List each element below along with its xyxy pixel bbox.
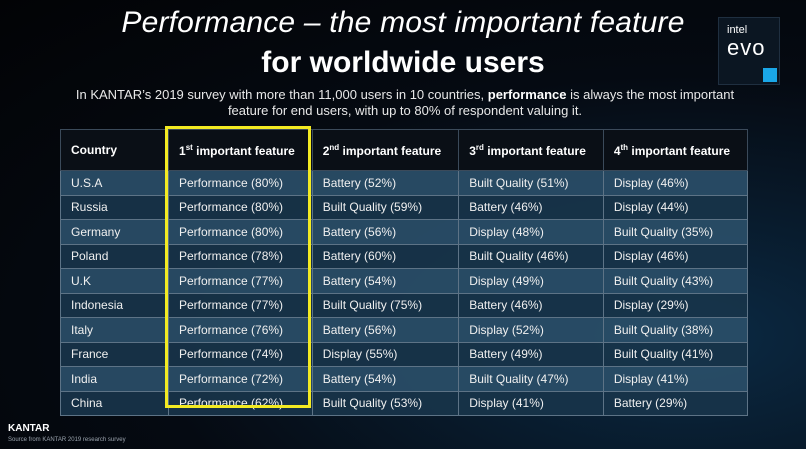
feature-cell: Built Quality (41%) bbox=[602, 341, 749, 367]
survey-results-table: Country 1st important feature 2nd importan… bbox=[60, 129, 749, 416]
country-cell: Germany bbox=[60, 219, 169, 245]
slide-title-line1: Performance – the most important feature bbox=[121, 6, 685, 39]
feature-cell: Battery (29%) bbox=[602, 390, 749, 416]
feature-cell: Built Quality (46%) bbox=[458, 243, 604, 269]
feature-cell: Built Quality (75%) bbox=[311, 292, 460, 318]
column-header-0: Country bbox=[60, 129, 169, 171]
column-header-suffix: important feature bbox=[339, 143, 442, 158]
feature-cell: Display (41%) bbox=[458, 390, 604, 416]
feature-cell: Performance (80%) bbox=[168, 219, 313, 245]
table-row: U.S.A Performance (80%) Battery (52%) Built… bbox=[60, 170, 749, 196]
feature-cell: Display (46%) bbox=[602, 170, 749, 196]
subtitle-part-1: In KANTAR’s 2019 survey with more than 1… bbox=[75, 87, 488, 102]
slide-subtitle: In KANTAR’s 2019 survey with more than 1… bbox=[60, 87, 750, 119]
feature-cell: Display (52%) bbox=[458, 317, 604, 343]
table-header-row: Country 1st important feature 2nd importan… bbox=[60, 129, 749, 171]
column-header-suffix: important feature bbox=[192, 143, 295, 158]
feature-cell: Battery (60%) bbox=[311, 243, 460, 269]
feature-cell: Built Quality (43%) bbox=[602, 268, 749, 294]
feature-cell: Built Quality (38%) bbox=[602, 317, 749, 343]
intel-evo-logo: intel evo bbox=[718, 17, 780, 85]
column-header-text: 4 bbox=[613, 143, 621, 158]
column-header-ordinal: th bbox=[620, 142, 629, 152]
table-row: Poland Performance (78%) Battery (60%) Buil… bbox=[60, 243, 749, 269]
country-cell: China bbox=[60, 390, 169, 416]
kantar-brand: KANTAR bbox=[8, 423, 50, 434]
table-row: India Performance (72%) Battery (54%) Built… bbox=[60, 366, 749, 392]
feature-cell: Performance (78%) bbox=[168, 243, 313, 269]
table-row: Russia Performance (80%) Built Quality (59… bbox=[60, 194, 749, 220]
feature-cell: Performance (74%) bbox=[168, 341, 313, 367]
country-cell: Russia bbox=[60, 194, 169, 220]
logo-intel-text: intel bbox=[727, 24, 748, 36]
column-header-text: 1 bbox=[179, 143, 186, 158]
table-row: France Performance (74%) Display (55%) Batt… bbox=[60, 341, 749, 367]
country-cell: Italy bbox=[60, 317, 169, 343]
logo-accent-square bbox=[763, 68, 777, 82]
feature-cell: Battery (56%) bbox=[311, 317, 460, 343]
feature-cell: Display (44%) bbox=[602, 194, 749, 220]
column-header-text: 3 bbox=[469, 143, 476, 158]
feature-cell: Battery (54%) bbox=[311, 366, 460, 392]
table-row: Italy Performance (76%) Battery (56%) Displ… bbox=[60, 317, 749, 343]
column-header-ordinal: st bbox=[185, 142, 193, 152]
country-cell: Indonesia bbox=[60, 292, 169, 318]
feature-cell: Performance (80%) bbox=[168, 170, 313, 196]
logo-evo-text: evo bbox=[727, 35, 766, 60]
feature-cell: Performance (72%) bbox=[168, 366, 313, 392]
feature-cell: Battery (54%) bbox=[311, 268, 460, 294]
column-header-3: 3rd important feature bbox=[458, 129, 604, 171]
column-header-1: 1st important feature bbox=[168, 129, 313, 171]
feature-cell: Performance (80%) bbox=[168, 194, 313, 220]
table-body: U.S.A Performance (80%) Battery (52%) Built… bbox=[60, 170, 749, 416]
subtitle-emphasis: performance bbox=[487, 87, 567, 102]
feature-cell: Performance (77%) bbox=[168, 268, 313, 294]
column-header-suffix: important feature bbox=[628, 143, 731, 158]
feature-cell: Built Quality (59%) bbox=[311, 194, 460, 220]
column-header-text: Country bbox=[71, 143, 117, 157]
feature-cell: Built Quality (47%) bbox=[458, 366, 604, 392]
feature-cell: Performance (76%) bbox=[168, 317, 313, 343]
country-cell: India bbox=[60, 366, 169, 392]
feature-cell: Display (46%) bbox=[602, 243, 749, 269]
feature-cell: Display (48%) bbox=[458, 219, 604, 245]
table-row: U.K Performance (77%) Battery (54%) Display… bbox=[60, 268, 749, 294]
slide-title-line2: for worldwide users bbox=[261, 46, 545, 79]
column-header-ordinal: rd bbox=[475, 142, 484, 152]
feature-cell: Display (55%) bbox=[311, 341, 460, 367]
feature-cell: Battery (46%) bbox=[458, 194, 604, 220]
table-row: China Performance (62%) Built Quality (53%… bbox=[60, 390, 749, 416]
feature-cell: Display (29%) bbox=[602, 292, 749, 318]
feature-cell: Display (49%) bbox=[458, 268, 604, 294]
feature-cell: Performance (62%) bbox=[168, 390, 313, 416]
column-header-4: 4th important feature bbox=[602, 129, 749, 171]
country-cell: France bbox=[60, 341, 169, 367]
feature-cell: Battery (49%) bbox=[458, 341, 604, 367]
feature-cell: Built Quality (51%) bbox=[458, 170, 604, 196]
column-header-suffix: important feature bbox=[483, 143, 586, 158]
table-row: Indonesia Performance (77%) Built Quality … bbox=[60, 292, 749, 318]
feature-cell: Battery (56%) bbox=[311, 219, 460, 245]
feature-cell: Built Quality (35%) bbox=[602, 219, 749, 245]
column-header-ordinal: nd bbox=[329, 142, 340, 152]
feature-cell: Performance (77%) bbox=[168, 292, 313, 318]
column-header-text: 2 bbox=[322, 143, 330, 158]
feature-cell: Built Quality (53%) bbox=[311, 390, 460, 416]
table-row: Germany Performance (80%) Battery (56%) Dis… bbox=[60, 219, 749, 245]
country-cell: U.S.A bbox=[60, 170, 169, 196]
source-note: Source from KANTAR 2019 research survey bbox=[8, 437, 126, 443]
feature-cell: Display (41%) bbox=[602, 366, 749, 392]
country-cell: Poland bbox=[60, 243, 169, 269]
country-cell: U.K bbox=[60, 268, 169, 294]
feature-cell: Battery (52%) bbox=[311, 170, 460, 196]
feature-cell: Battery (46%) bbox=[458, 292, 604, 318]
subtitle-part-2: is always the most important feature for… bbox=[227, 87, 735, 118]
column-header-2: 2nd important feature bbox=[311, 129, 460, 171]
